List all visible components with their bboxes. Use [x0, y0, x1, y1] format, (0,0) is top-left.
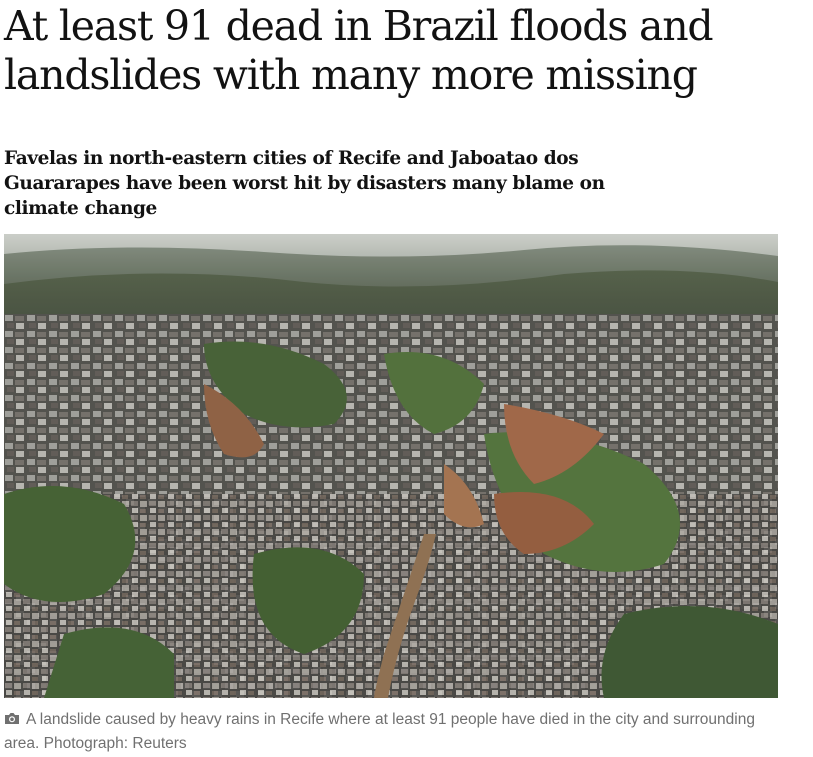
photo-caption: A landslide caused by heavy rains in Rec… [4, 708, 784, 755]
photo-caption-text: A landslide caused by heavy rains in Rec… [4, 711, 755, 752]
article-headline: At least 91 dead in Brazil floods and la… [4, 2, 714, 99]
camera-icon [4, 709, 20, 732]
article-standfirst: Favelas in north-eastern cities of Recif… [4, 148, 605, 219]
aerial-landslide-photo[interactable] [4, 234, 778, 698]
